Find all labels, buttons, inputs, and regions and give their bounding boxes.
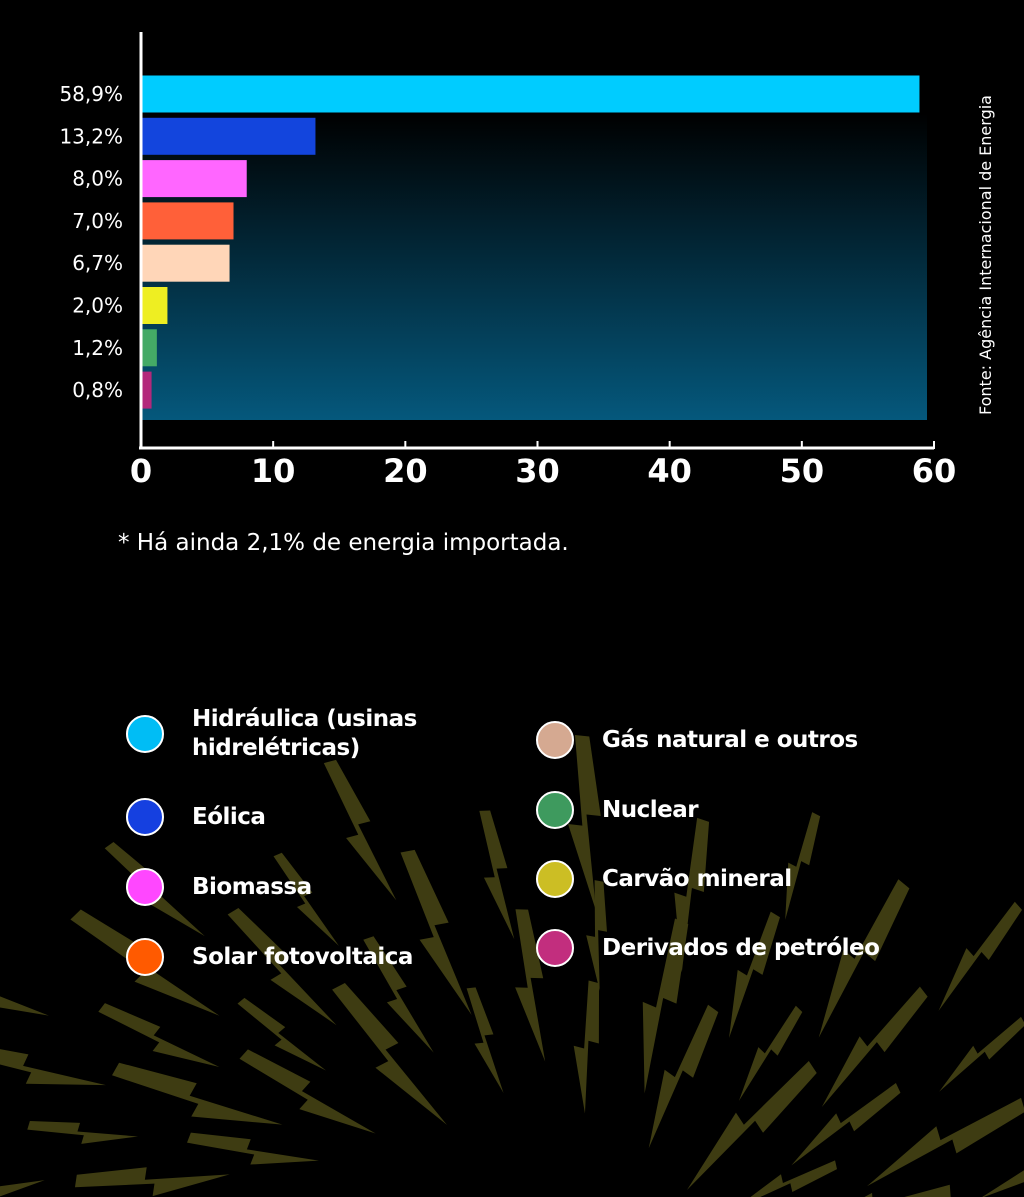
bar-chart: 58,9% 13,2% 8,0% 7,0% 6,7% 2,0% 1,2% 0,8% 0 10 20… (59, 32, 956, 490)
bar-value-label-3: 8,0% (72, 167, 123, 191)
bar-value-label-4: 7,0% (72, 209, 123, 233)
legend-item-solar: Solar fotovoltaica (126, 938, 413, 976)
lightning-bolt-icon (648, 1004, 719, 1149)
legend-item-gas-natural: Gás natural e outros (536, 721, 858, 759)
legend-swatch-biomassa (126, 868, 164, 906)
bar-5 (141, 244, 230, 282)
lightning-bolt-icon (515, 909, 546, 1062)
legend-label-gas-natural: Gás natural e outros (602, 726, 858, 753)
x-tick-label-20: 20 (383, 452, 428, 490)
lightning-bolt-icon (573, 980, 600, 1114)
legend-swatch-gas-natural (536, 721, 574, 759)
lightning-bolt-icon (332, 983, 447, 1125)
lightning-bolt-icon (70, 909, 220, 1016)
bar-1 (141, 75, 920, 113)
legend-label-derivados: Derivados de petróleo (602, 934, 880, 961)
x-tick-label-60: 60 (912, 452, 957, 490)
x-tick-label-30: 30 (515, 452, 560, 490)
footnote: * Há ainda 2,1% de energia importada. (118, 530, 569, 556)
legend-item-hidraulica: Hidráulica (usinas hidrelétricas) (126, 705, 452, 763)
lightning-bolt-icon (586, 880, 607, 991)
lightning-bolt-icon (479, 810, 515, 940)
x-tick-label-40: 40 (647, 452, 692, 490)
legend-swatch-hidraulica (126, 715, 164, 753)
lightning-bolt-icon (938, 901, 1023, 1011)
legend-swatch-derivados (536, 929, 574, 967)
bars-layer (141, 75, 920, 409)
legend-label-eolica: Eólica (192, 803, 266, 830)
lightning-bolts-background (0, 734, 1024, 1197)
lightning-bolt-icon (187, 1132, 319, 1165)
lightning-bolt-icon (785, 812, 821, 920)
lightning-bolt-icon (738, 1005, 803, 1101)
bar-value-label-2: 13,2% (59, 124, 123, 148)
bar-2 (141, 117, 316, 155)
source-note: Fonte: Agência Internacional de Energia (976, 95, 995, 415)
lightning-bolt-icon (867, 1097, 1024, 1187)
bar-value-label-8: 0,8% (72, 378, 123, 402)
lightning-bolt-icon (466, 987, 504, 1093)
bar-value-label-7: 1,2% (72, 336, 123, 360)
lightning-bolt-icon (686, 1061, 817, 1191)
lightning-bolt-icon (0, 1179, 45, 1197)
bar-8 (141, 371, 152, 409)
lightning-bolt-icon (729, 911, 780, 1038)
lightning-bolt-icon (568, 734, 601, 912)
legend-item-biomassa: Biomassa (126, 868, 312, 906)
lightning-bolt-icon (735, 1160, 837, 1197)
lightning-bolt-icon (801, 1184, 951, 1197)
lightning-bolt-icon (323, 759, 397, 901)
lightning-bolt-icon (791, 1083, 901, 1166)
lightning-bolt-icon (0, 969, 49, 1016)
lightning-bolt-icon (818, 879, 910, 1038)
x-tick-label-10: 10 (251, 452, 296, 490)
lightning-bolt-icon (642, 918, 689, 1094)
lightning-bolt-icon (237, 997, 327, 1071)
lightning-bolt-icon (979, 1149, 1024, 1197)
bar-value-label-6: 2,0% (72, 294, 123, 318)
bar-3 (141, 160, 247, 198)
legend-item-nuclear: Nuclear (536, 791, 699, 829)
lightning-bolt-icon (104, 842, 205, 937)
plot-background (141, 113, 927, 420)
lightning-bolt-icon (239, 1049, 376, 1134)
lightning-bolt-icon (363, 936, 434, 1053)
lightning-bolt-icon (112, 1062, 283, 1125)
legend-swatch-eolica (126, 798, 164, 836)
legend-label-nuclear: Nuclear (602, 796, 699, 823)
legend-swatch-solar (126, 938, 164, 976)
lightning-bolt-icon (939, 1016, 1024, 1092)
bar-7 (141, 329, 157, 367)
lightning-bolt-icon (98, 1003, 220, 1068)
lightning-bolt-icon (0, 1041, 106, 1086)
lightning-bolt-icon (27, 1120, 138, 1144)
value-labels-layer: 58,9% 13,2% 8,0% 7,0% 6,7% 2,0% 1,2% 0,8% (59, 82, 123, 402)
bar-6 (141, 287, 168, 324)
legend-label-biomassa: Biomassa (192, 873, 312, 900)
x-tick-label-0: 0 (130, 452, 152, 490)
legend-swatch-nuclear (536, 791, 574, 829)
legend-label-hidraulica: Hidráulica (usinas hidrelétricas) (192, 706, 417, 761)
bar-value-label-1: 58,9% (59, 82, 123, 106)
bar-value-label-5: 6,7% (72, 251, 123, 275)
legend-item-carvao: Carvão mineral (536, 860, 792, 898)
x-ticks-layer: 0 10 20 30 40 50 60 (130, 441, 956, 490)
lightning-bolt-icon (227, 907, 337, 1026)
lightning-bolt-icon (821, 986, 928, 1107)
legend-item-eolica: Eólica (126, 798, 266, 836)
lightning-bolt-icon (74, 1167, 230, 1197)
bar-4 (141, 202, 234, 240)
x-tick-label-50: 50 (780, 452, 825, 490)
lightning-bolt-icon (400, 849, 472, 1016)
legend-swatch-carvao (536, 860, 574, 898)
lightning-bolt-icon (273, 852, 339, 946)
legend-item-derivados: Derivados de petróleo (536, 929, 880, 967)
legend-label-solar: Solar fotovoltaica (192, 943, 413, 970)
legend-label-carvao: Carvão mineral (602, 865, 792, 892)
